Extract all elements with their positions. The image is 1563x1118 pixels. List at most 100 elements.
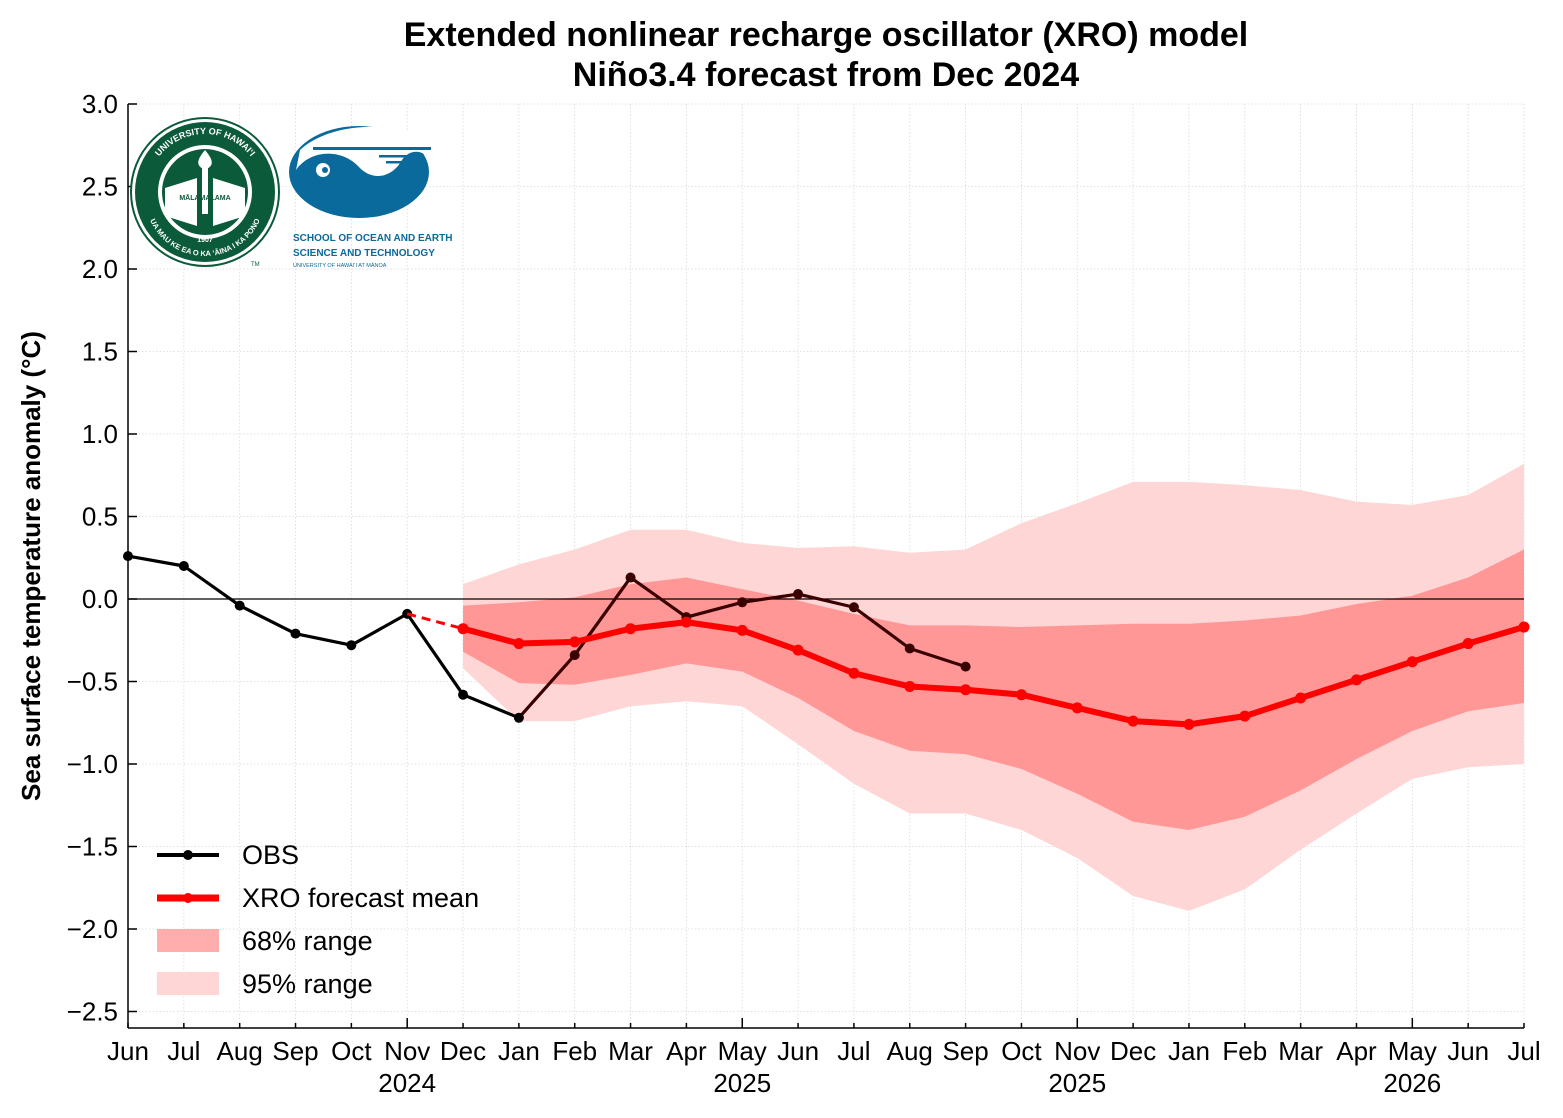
soest-line2: SCIENCE AND TECHNOLOGY	[293, 248, 435, 259]
legend-range68-swatch	[157, 929, 219, 952]
soest-logo: SCHOOL OF OCEAN AND EARTH SCIENCE AND TE…	[289, 126, 452, 269]
x-year-label-3: 2026	[1383, 1068, 1441, 1098]
obs-segment-7	[517, 653, 577, 720]
obs-segment-3	[293, 632, 353, 647]
obs-segment-1	[182, 564, 242, 608]
legend-range95-label: 95% range	[242, 969, 373, 999]
forecast-point-9	[960, 684, 972, 696]
legend: OBS XRO forecast mean 68% range 95% rang…	[157, 840, 479, 999]
y-tick-label-8: −1.0	[67, 749, 118, 779]
x-year-label-0: 2024	[378, 1068, 436, 1098]
chart-subtitle: Niño3.4 forecast from Dec 2024	[573, 56, 1080, 94]
y-tick-label-7: −0.5	[67, 667, 118, 697]
x-tick-label-nov-17: Nov	[1054, 1036, 1100, 1066]
x-tick-label-mar-21: Mar	[1278, 1036, 1323, 1066]
obs-point-jul-13	[848, 602, 859, 613]
obs-segment-2	[238, 603, 298, 636]
x-tick-label-aug-14: Aug	[887, 1036, 933, 1066]
x-tick-label-apr-22: Apr	[1336, 1036, 1377, 1066]
x-tick-label-apr-10: Apr	[666, 1036, 707, 1066]
x-tick-label-dec-6: Dec	[440, 1036, 486, 1066]
forecast-line	[462, 619, 1525, 728]
y-tick-label-2: 2.0	[82, 254, 118, 284]
obs-point-jan-7	[513, 712, 524, 723]
obs-segment-4	[349, 612, 409, 647]
y-tick-label-6: 0.0	[82, 584, 118, 614]
forecast-connector	[406, 612, 464, 631]
x-tick-label-sep-15: Sep	[942, 1036, 988, 1066]
y-tick-label-3: 1.5	[82, 337, 118, 367]
x-tick-label-jan-7: Jan	[498, 1036, 540, 1066]
obs-segment-6	[461, 693, 521, 720]
y-tick-label-0: 3.0	[82, 89, 118, 119]
obs-segment-14	[908, 646, 968, 669]
y-tick-label-11: −2.5	[67, 997, 118, 1027]
forecast-point-2	[569, 636, 581, 648]
legend-range68-label: 68% range	[242, 926, 373, 956]
x-tick-label-aug-2: Aug	[217, 1036, 263, 1066]
uh-seal-ribbon: MĀLAMALAMA	[179, 194, 230, 202]
x-tick-label-feb-8: Feb	[552, 1036, 597, 1066]
uh-seal-logo: UNIVERSITY OF HAWAIʻI UA MAU KE EA O KA …	[130, 117, 280, 268]
x-tick-label-may-11: May	[718, 1036, 767, 1066]
forecast-point-14	[1239, 710, 1251, 722]
forecast-point-7	[848, 667, 860, 679]
forecast-point-15	[1295, 692, 1307, 704]
forecast-point-5	[736, 624, 748, 636]
y-tick-label-1: 2.5	[82, 172, 118, 202]
legend-forecast-marker	[183, 893, 193, 903]
obs-segment-9	[628, 575, 689, 619]
x-year-label-1: 2025	[713, 1068, 771, 1098]
forecast-point-3	[625, 623, 637, 635]
obs-point-sep-15	[960, 661, 971, 672]
x-tick-label-jun-12: Jun	[777, 1036, 819, 1066]
axes	[127, 104, 1524, 1029]
forecast-point-6	[792, 644, 804, 656]
x-tick-label-jun-24: Jun	[1447, 1036, 1489, 1066]
obs-segment-0	[126, 554, 186, 568]
x-tick-label-feb-20: Feb	[1222, 1036, 1267, 1066]
x-tick-label-mar-9: Mar	[608, 1036, 653, 1066]
obs-point-aug-14	[904, 643, 915, 654]
uh-seal-tm: TM	[251, 262, 260, 268]
x-tick-label-nov-5: Nov	[384, 1036, 430, 1066]
x-tick-label-jan-19: Jan	[1168, 1036, 1210, 1066]
x-tick-label-jul-25: Jul	[1507, 1036, 1540, 1066]
forecast-point-4	[680, 616, 692, 628]
obs-segment-11	[740, 592, 800, 604]
forecast-point-0	[457, 623, 469, 635]
uh-seal-year: 1907	[197, 237, 213, 244]
x-year-label-2: 2025	[1048, 1068, 1106, 1098]
forecast-point-1	[513, 638, 525, 650]
forecast-point-10	[1015, 689, 1027, 701]
legend-obs-marker	[183, 850, 193, 860]
x-tick-label-dec-18: Dec	[1110, 1036, 1156, 1066]
y-axis-label: Sea surface temperature anomaly (°C)	[16, 331, 46, 801]
x-ticks: Jun Jul Aug Sep Oct Nov Dec Jan Feb Mar Apr May Jun J…	[107, 1018, 1541, 1098]
x-tick-label-jul-1: Jul	[167, 1036, 200, 1066]
soest-line1: SCHOOL OF OCEAN AND EARTH	[293, 233, 452, 244]
obs-segment-12	[796, 592, 856, 609]
forecast-point-11	[1071, 702, 1083, 714]
chart-title: Extended nonlinear recharge oscillator (…	[404, 16, 1249, 54]
legend-forecast-label: XRO forecast mean	[242, 883, 479, 913]
x-tick-label-oct-16: Oct	[1001, 1036, 1042, 1066]
y-ticks: 3.0 2.5 2.0 1.5 1.0 0.5 0.0 −0.5 −1.0 −1.5 −2.0 −2.…	[67, 89, 137, 1027]
y-tick-label-9: −1.5	[67, 832, 118, 862]
obs-point-jul-1	[178, 561, 189, 571]
soest-line3: UNIVERSITY OF HAWAIʻI AT MĀNOA	[293, 262, 387, 269]
x-tick-label-may-23: May	[1388, 1036, 1437, 1066]
obs-point-dec-6	[458, 689, 469, 700]
forecast-point-16	[1350, 674, 1362, 686]
forecast-point-12	[1127, 715, 1139, 727]
forecast-point-17	[1406, 656, 1418, 668]
obs-segment-5	[405, 612, 465, 697]
x-tick-label-jun-0: Jun	[107, 1036, 149, 1066]
obs-point-sep-3	[290, 628, 301, 639]
x-tick-label-sep-3: Sep	[272, 1036, 318, 1066]
obs-point-jun-12	[793, 589, 804, 600]
x-tick-label-jul-13: Jul	[837, 1036, 870, 1066]
obs-point-oct-4	[346, 640, 357, 651]
legend-range95-swatch	[157, 972, 219, 995]
